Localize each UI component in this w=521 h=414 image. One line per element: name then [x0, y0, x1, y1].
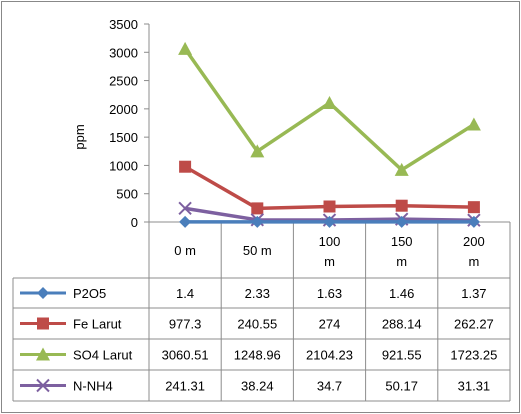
legend-key-marker — [37, 287, 49, 299]
data-point — [323, 215, 336, 228]
table-cell-value: 2104.23 — [306, 348, 353, 363]
y-tick-label: 3000 — [109, 45, 138, 60]
legend-series-name: N-NH4 — [73, 379, 113, 394]
x-category-label: 50 m — [243, 243, 272, 258]
plot-area — [178, 41, 481, 228]
y-tick-label: 500 — [116, 187, 138, 202]
table-cell-value: 3060.51 — [162, 348, 209, 363]
data-point — [251, 202, 264, 215]
data-point — [251, 215, 264, 228]
table-cell-value: 921.55 — [382, 348, 422, 363]
data-point — [395, 215, 408, 228]
data-point — [394, 162, 409, 176]
data-point — [179, 215, 192, 228]
data-point — [179, 160, 192, 173]
table-cell-value: 288.14 — [382, 317, 422, 332]
table-cell-value: 1.63 — [317, 286, 342, 301]
table-cell-value: 262.27 — [454, 317, 494, 332]
table-cell-value: 50.17 — [385, 379, 418, 394]
table-cell-value: 241.31 — [165, 379, 205, 394]
data-point — [178, 201, 192, 216]
y-tick-label: 1000 — [109, 158, 138, 173]
x-category-label: 200 m — [463, 234, 485, 269]
x-category-label: 150 m — [391, 234, 413, 269]
data-point — [466, 117, 481, 131]
x-category-label: 100 m — [319, 234, 341, 269]
data-point — [178, 41, 193, 55]
table-cell-value: 1.4 — [176, 286, 194, 301]
data-point — [467, 215, 480, 228]
legend-key-marker — [36, 378, 50, 393]
legend-key-marker — [36, 347, 50, 361]
y-axis: 0 500 1000 1500 2000 2500 3000 3500 — [109, 17, 150, 230]
table-cell-value: 1248.96 — [234, 348, 281, 363]
table-cell-value: 1.37 — [461, 286, 486, 301]
data-point — [250, 144, 265, 158]
table-cell-value: 977.3 — [169, 317, 202, 332]
y-tick-label: 2500 — [109, 74, 138, 89]
y-axis-title: ppm — [72, 124, 87, 149]
x-category-label: 0 m — [174, 243, 196, 258]
y-tick-label: 3500 — [109, 17, 138, 32]
data-table: 0 m 50 m 100 m 150 m 200 m P2O5 1.4 2.33 1.63 1.46 1.… — [12, 221, 511, 402]
data-point — [395, 199, 408, 212]
table-cell-value: 31.31 — [458, 379, 491, 394]
table-cell-value: 2.33 — [245, 286, 270, 301]
y-tick-label: 0 — [131, 215, 138, 230]
legend-series-name: Fe Larut — [73, 317, 122, 332]
data-point — [322, 95, 337, 109]
table-cell-value: 240.55 — [237, 317, 277, 332]
table-cell-value: 1723.25 — [450, 348, 497, 363]
y-tick-label: 2000 — [109, 102, 138, 117]
legend-key-marker — [37, 317, 49, 330]
y-tick-label: 1500 — [109, 130, 138, 145]
table-cell-value: 274 — [319, 317, 341, 332]
data-point — [323, 200, 336, 213]
legend-series-name: P2O5 — [73, 286, 106, 301]
table-cell-value: 34.7 — [317, 379, 342, 394]
table-cell-value: 1.46 — [389, 286, 414, 301]
legend-series-name: SO4 Larut — [73, 348, 133, 363]
data-point — [467, 201, 480, 214]
table-cell-value: 38.24 — [241, 379, 274, 394]
